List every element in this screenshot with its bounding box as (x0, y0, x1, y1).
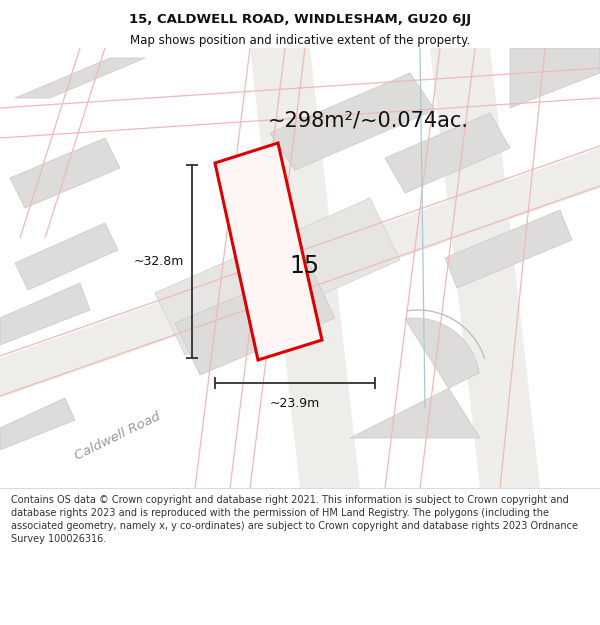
Polygon shape (350, 318, 480, 438)
Polygon shape (385, 113, 510, 193)
Text: 15, CALDWELL ROAD, WINDLESHAM, GU20 6JJ: 15, CALDWELL ROAD, WINDLESHAM, GU20 6JJ (129, 14, 471, 26)
Polygon shape (0, 283, 90, 345)
Text: ~32.8m: ~32.8m (134, 255, 184, 268)
Polygon shape (270, 73, 435, 170)
Polygon shape (430, 48, 540, 488)
Text: Caldwell Road: Caldwell Road (73, 409, 163, 462)
Polygon shape (15, 223, 118, 290)
Polygon shape (445, 210, 572, 288)
Polygon shape (250, 48, 360, 488)
Polygon shape (0, 148, 600, 398)
Text: ~23.9m: ~23.9m (270, 397, 320, 410)
Text: Contains OS data © Crown copyright and database right 2021. This information is : Contains OS data © Crown copyright and d… (11, 495, 578, 544)
Polygon shape (0, 398, 75, 450)
Polygon shape (10, 138, 120, 208)
Polygon shape (15, 58, 145, 98)
Polygon shape (155, 198, 400, 355)
Polygon shape (215, 143, 322, 360)
Polygon shape (175, 266, 335, 375)
Text: 15: 15 (290, 254, 320, 278)
Polygon shape (510, 48, 600, 108)
Text: ~298m²/~0.074ac.: ~298m²/~0.074ac. (268, 110, 469, 130)
Text: Map shows position and indicative extent of the property.: Map shows position and indicative extent… (130, 34, 470, 47)
